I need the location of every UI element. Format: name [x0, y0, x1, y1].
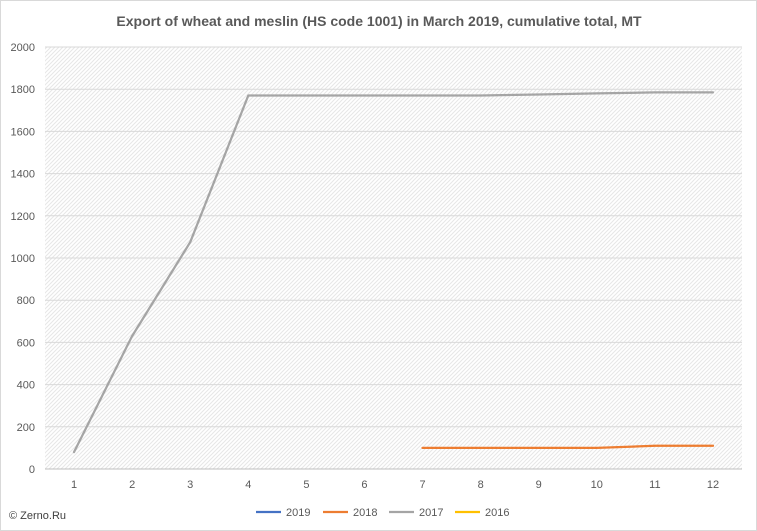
x-axis-ticks: 1 2 3 4 5 6 7 8 9 10 11 12	[71, 479, 719, 491]
y-tick-label: 0	[29, 464, 35, 476]
x-tick-label: 9	[536, 479, 542, 491]
x-tick-label: 11	[649, 479, 660, 491]
x-tick-label: 4	[245, 479, 251, 491]
y-tick-label: 400	[17, 380, 35, 392]
x-tick-label: 7	[419, 479, 425, 491]
series-line-2017	[72, 91, 715, 454]
legend-label-2017: 2017	[419, 507, 443, 519]
y-tick-label: 1400	[11, 169, 35, 181]
y-tick-label: 600	[17, 337, 35, 349]
legend: 2019 2018 2017 2016	[256, 507, 509, 519]
y-tick-label: 200	[17, 422, 35, 434]
x-tick-label: 2	[129, 479, 135, 491]
x-tick-label: 1	[71, 479, 77, 491]
y-tick-label: 2000	[11, 42, 35, 54]
chart-title: Export of wheat and meslin (HS code 1001…	[116, 13, 642, 29]
x-tick-label: 3	[187, 479, 193, 491]
y-tick-label: 1800	[11, 84, 35, 96]
y-tick-label: 1000	[11, 253, 35, 265]
y-tick-label: 800	[17, 295, 35, 307]
x-tick-label: 10	[591, 479, 603, 491]
series-lines	[72, 91, 715, 454]
y-tick-label: 1600	[11, 126, 35, 138]
credit-text: © Zerno.Ru	[9, 510, 66, 522]
x-tick-label: 6	[361, 479, 367, 491]
y-tick-label: 1200	[11, 211, 35, 223]
series-line-2018	[421, 444, 715, 450]
x-tick-label: 12	[707, 479, 719, 491]
legend-label-2016: 2016	[485, 507, 509, 519]
y-axis-ticks: 0 200 400 600 800 1000 1200 1400 1600 1800 2000	[11, 42, 35, 476]
gridlines	[45, 46, 742, 470]
x-tick-label: 8	[478, 479, 484, 491]
legend-label-2019: 2019	[286, 507, 310, 519]
x-tick-label: 5	[303, 479, 309, 491]
legend-label-2018: 2018	[353, 507, 377, 519]
